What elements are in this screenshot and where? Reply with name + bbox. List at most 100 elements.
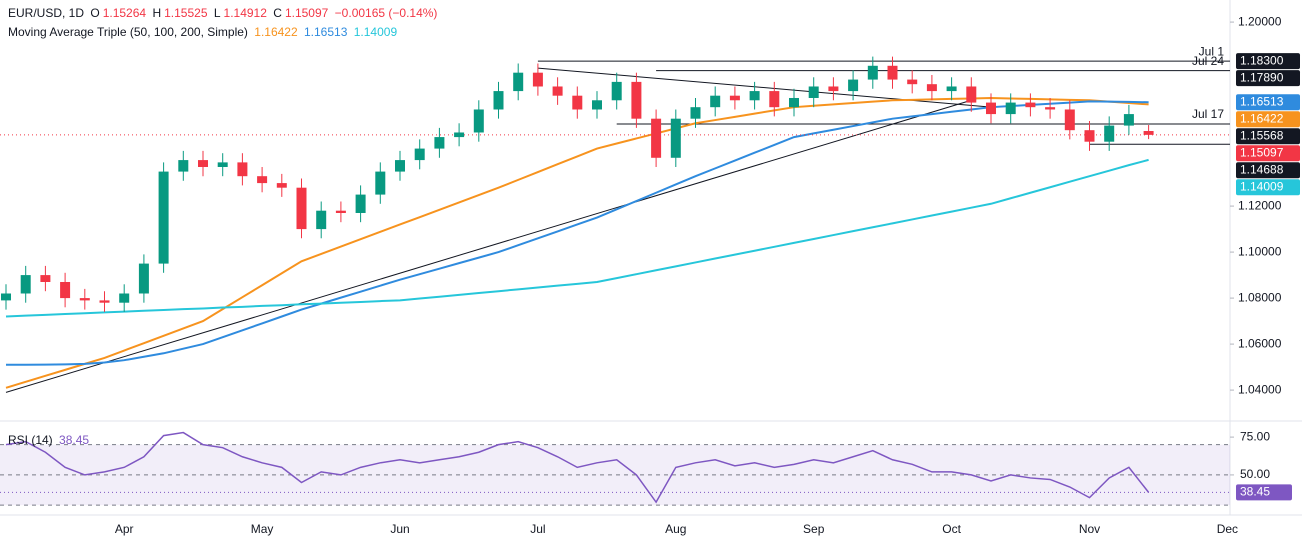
price-tag-label: 1.18300 (1240, 53, 1284, 67)
candle-body (355, 194, 366, 213)
level-label: Jul 24 (1192, 54, 1224, 68)
change: −0.00165 (−0.14%) (334, 6, 438, 20)
candle-body (178, 160, 189, 172)
ohlc-letter: C (273, 6, 282, 20)
price-tag-label: 1.14688 (1240, 162, 1284, 176)
candle-body (651, 118, 662, 158)
candle-body (119, 293, 130, 303)
ohlc-letter: H (152, 6, 162, 20)
candle-body (375, 171, 386, 195)
price-tag-label: 1.16422 (1240, 111, 1284, 125)
x-tick-label: Dec (1217, 522, 1238, 536)
candle-body (592, 100, 602, 110)
price-tag (1236, 70, 1300, 87)
candle-body (611, 81, 622, 101)
candle-body (79, 298, 90, 301)
candle-body (631, 81, 642, 119)
rsi-title: RSI (14) (8, 433, 53, 447)
price-tag-label: 1.16513 (1240, 94, 1284, 108)
candle-body (749, 91, 760, 101)
ohlc-letter: O (90, 6, 100, 20)
candle-body (217, 162, 228, 167)
candle-body (60, 281, 71, 299)
ma-header: Moving Average Triple (50, 100, 200, Sim… (8, 25, 400, 39)
candle-body (237, 162, 248, 177)
price-tag-label: 1.15097 (1240, 145, 1284, 159)
candle-body (966, 86, 977, 103)
candle-body (1123, 114, 1134, 126)
candle-body (789, 97, 799, 108)
candle-body (532, 72, 543, 87)
ma-value: 1.16513 (304, 25, 348, 39)
ma-value: 1.14009 (353, 25, 398, 39)
candle-body (454, 132, 465, 138)
candle-body (473, 109, 484, 133)
x-tick-label: Aug (665, 522, 686, 536)
y-tick-label: 1.12000 (1238, 198, 1282, 212)
price-tag (1236, 94, 1300, 111)
candle-body (434, 137, 445, 149)
candle-body (1, 293, 11, 301)
rsi-header: RSI (14) 38.45 (8, 433, 92, 447)
x-tick-label: Oct (942, 522, 961, 536)
rsi-value: 38.45 (59, 433, 90, 447)
ohlc-value: 1.15525 (164, 6, 208, 20)
candle-body (926, 84, 937, 92)
x-tick-label: Sep (803, 522, 825, 536)
candle-body (198, 160, 208, 167)
rsi-tick-label: 50.00 (1240, 467, 1270, 481)
rsi-line (5, 431, 1150, 504)
trendline (537, 67, 992, 108)
price-tag-label: 1.15568 (1240, 128, 1284, 142)
candle-body (670, 118, 681, 158)
y-tick-label: 1.08000 (1238, 290, 1282, 304)
candle-body (20, 275, 31, 294)
price-tag (1236, 179, 1300, 196)
candle-body (552, 86, 563, 96)
candle-body (513, 72, 524, 92)
candle-body (158, 171, 169, 264)
candle-body (690, 107, 701, 119)
candle-body (1084, 130, 1095, 142)
y-tick-label: 1.06000 (1238, 336, 1282, 350)
candle-body (572, 95, 583, 110)
candle-body (828, 86, 839, 92)
level-label: Jul 1 (1199, 44, 1225, 58)
candle-body (138, 263, 149, 294)
candle-body (414, 148, 425, 161)
rsi-tag (1236, 484, 1292, 501)
candle-body (986, 102, 996, 115)
y-tick-label: 1.20000 (1238, 14, 1282, 28)
candle-body (848, 79, 859, 92)
ohlc-value: 1.14912 (223, 6, 267, 20)
candle-body (40, 275, 51, 282)
x-tick-label: Nov (1079, 522, 1100, 536)
price-tag (1236, 111, 1300, 128)
candle-body (1064, 109, 1075, 131)
candle-body (276, 183, 287, 188)
price-tag (1236, 145, 1300, 162)
candle-body (887, 65, 898, 80)
symbol-title: EUR/USD, 1D (8, 6, 85, 20)
x-tick-label: Apr (115, 522, 134, 536)
y-tick-label: 1.04000 (1238, 382, 1282, 396)
candle-body (296, 187, 307, 230)
candle-body (867, 65, 878, 80)
candle-body (316, 210, 327, 230)
candle-body (1025, 102, 1036, 108)
candle-body (907, 79, 918, 85)
rsi-tag-label: 38.45 (1240, 485, 1270, 499)
candle-body (335, 210, 346, 213)
price-tag-label: 1.17890 (1240, 70, 1284, 84)
ohlc-letter: L (213, 6, 221, 20)
level-label: Jul 17 (1192, 107, 1224, 121)
candle-body (1104, 125, 1115, 142)
candle-body (1045, 107, 1056, 110)
candle-body (710, 95, 721, 108)
candle-body (769, 91, 780, 108)
candle-body (493, 91, 504, 110)
x-tick-label: Jun (390, 522, 409, 536)
candle-body (1005, 102, 1016, 115)
